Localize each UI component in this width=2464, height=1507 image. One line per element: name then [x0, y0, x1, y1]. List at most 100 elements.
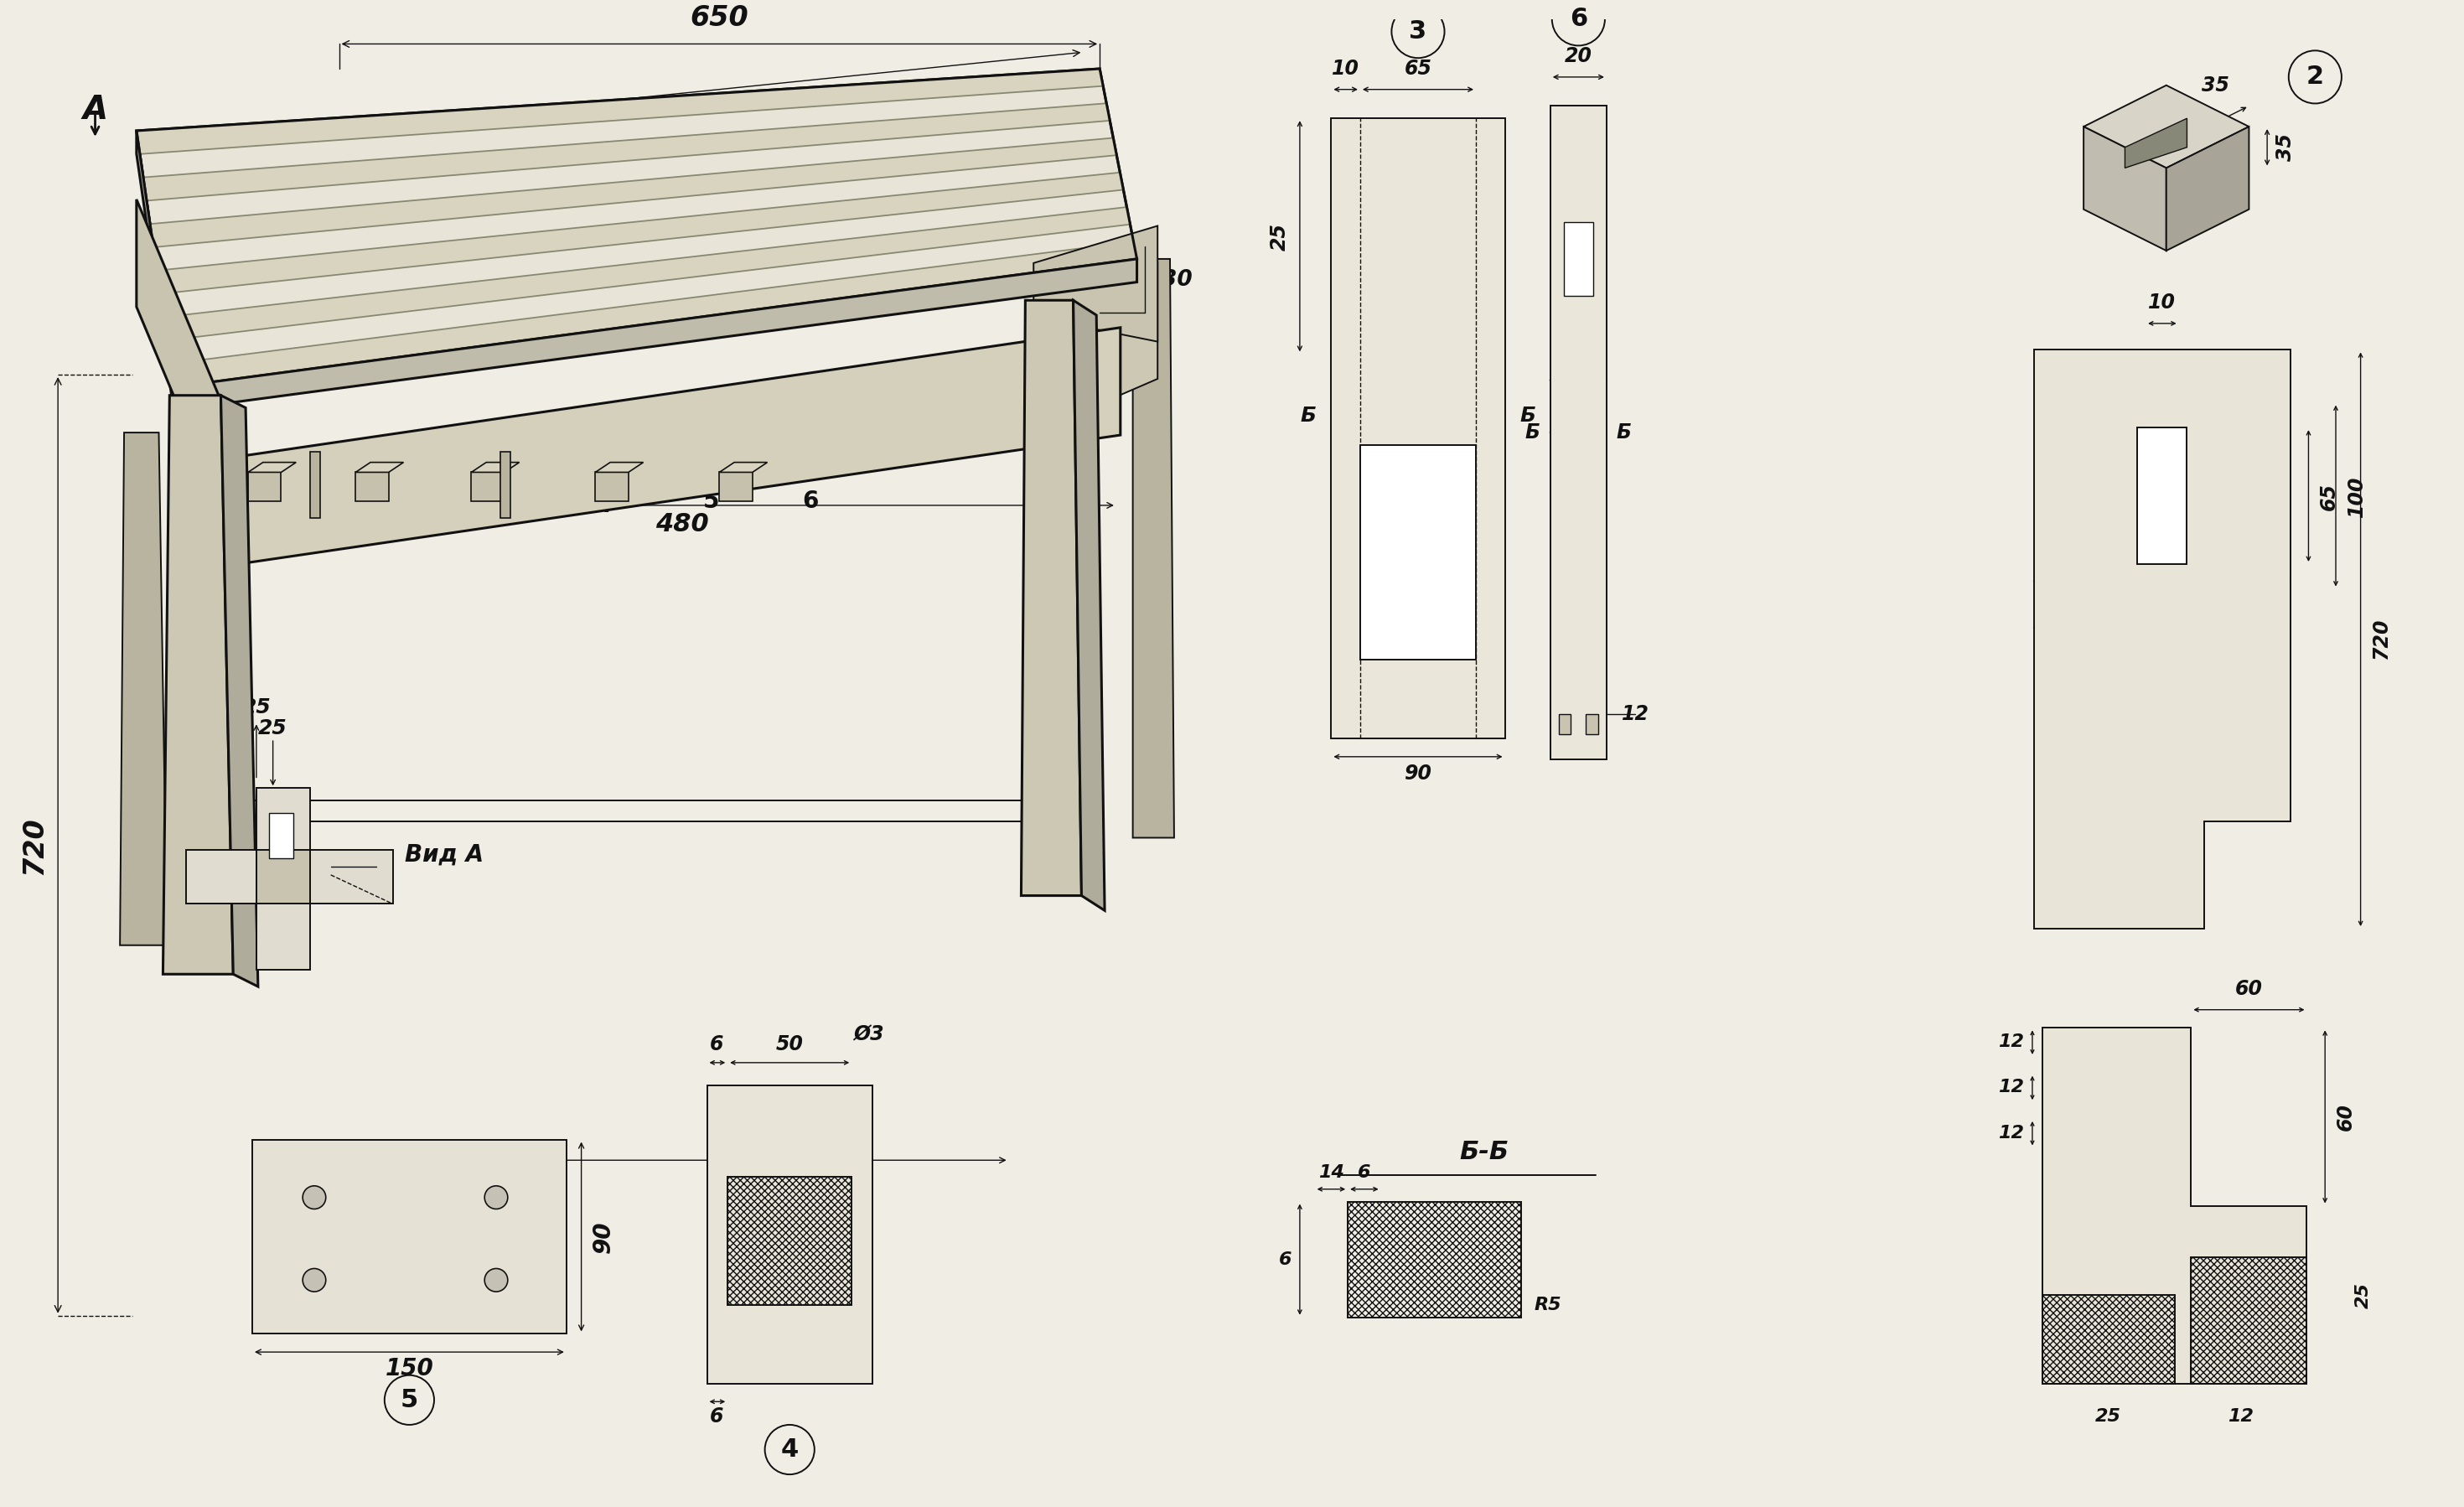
Polygon shape: [136, 69, 1104, 154]
Bar: [251, 1139, 567, 1334]
Polygon shape: [719, 463, 766, 472]
Text: 150: 150: [384, 1356, 434, 1380]
Text: 6: 6: [710, 1406, 724, 1427]
Polygon shape: [2033, 350, 2292, 928]
Polygon shape: [1020, 300, 1082, 895]
Polygon shape: [2124, 119, 2188, 167]
Bar: [1550, 105, 1607, 760]
Text: 60: 60: [2336, 1103, 2356, 1132]
Text: 20: 20: [776, 1228, 803, 1249]
Bar: [2136, 428, 2188, 564]
Bar: [2190, 1257, 2306, 1383]
Text: Вид А: Вид А: [404, 842, 483, 867]
Polygon shape: [150, 139, 1116, 247]
Text: 50: 50: [776, 1034, 803, 1055]
Text: 3: 3: [1409, 20, 1427, 44]
Bar: [2043, 1295, 2176, 1383]
Text: Б: Б: [1301, 405, 1316, 426]
Polygon shape: [2085, 127, 2166, 250]
Text: 810: 810: [466, 225, 527, 259]
Bar: [727, 1177, 853, 1305]
Text: 12: 12: [1998, 1079, 2023, 1096]
Polygon shape: [2166, 127, 2250, 250]
Circle shape: [303, 1186, 325, 1209]
Text: 90: 90: [591, 1221, 614, 1254]
Polygon shape: [163, 395, 234, 974]
Text: 35: 35: [2203, 75, 2230, 95]
Text: 12: 12: [1998, 1034, 2023, 1050]
Circle shape: [485, 1269, 508, 1291]
Text: 6: 6: [1570, 8, 1587, 32]
Text: 6: 6: [1279, 1251, 1291, 1267]
Text: Б: Б: [1616, 422, 1631, 443]
Text: 650: 650: [690, 5, 749, 32]
Text: 25: 25: [1269, 223, 1289, 250]
Text: 60: 60: [2235, 980, 2262, 999]
Text: 6: 6: [1358, 1163, 1370, 1181]
Polygon shape: [249, 472, 281, 502]
Text: 10: 10: [2149, 292, 2176, 312]
Polygon shape: [1133, 259, 1175, 838]
Text: 26: 26: [776, 1337, 803, 1356]
Text: 25: 25: [2094, 1408, 2122, 1426]
Bar: [256, 850, 310, 904]
Polygon shape: [121, 433, 168, 945]
Polygon shape: [1032, 226, 1158, 342]
Text: 14: 14: [1318, 1163, 1345, 1181]
Text: 720: 720: [20, 817, 47, 876]
Polygon shape: [244, 327, 1121, 564]
Bar: [1565, 222, 1594, 297]
Text: 480: 480: [655, 512, 710, 536]
Polygon shape: [471, 463, 520, 472]
Text: 5°: 5°: [340, 850, 362, 867]
Bar: [1331, 119, 1506, 738]
Text: 30: 30: [1161, 268, 1193, 291]
Text: 12: 12: [2227, 1408, 2255, 1426]
Polygon shape: [1074, 300, 1104, 910]
Text: 4: 4: [596, 494, 611, 517]
Polygon shape: [172, 259, 1136, 410]
Polygon shape: [158, 172, 1124, 294]
Text: Б: Б: [1520, 405, 1535, 426]
Text: Ø3: Ø3: [853, 1025, 885, 1044]
Bar: [707, 1085, 872, 1383]
Circle shape: [485, 1186, 508, 1209]
Polygon shape: [249, 463, 296, 472]
Text: 12: 12: [1998, 1124, 2023, 1141]
Circle shape: [303, 1269, 325, 1291]
Polygon shape: [170, 241, 1136, 387]
Text: 20: 20: [1565, 47, 1592, 66]
Bar: [269, 812, 293, 859]
Text: 10: 10: [1331, 59, 1360, 78]
Polygon shape: [163, 206, 1131, 341]
Text: 6: 6: [803, 490, 818, 512]
Text: 35: 35: [2274, 134, 2296, 161]
Text: 5: 5: [702, 490, 719, 512]
Text: 2: 2: [140, 570, 158, 594]
Polygon shape: [500, 452, 510, 518]
Bar: [1348, 1201, 1520, 1317]
Text: 25: 25: [259, 719, 288, 738]
Text: 25: 25: [2356, 1282, 2370, 1308]
Text: 12: 12: [1621, 704, 1648, 723]
Text: 4: 4: [781, 1438, 798, 1462]
Text: 25: 25: [241, 698, 271, 717]
Polygon shape: [143, 104, 1109, 200]
Polygon shape: [136, 199, 244, 564]
Text: 3: 3: [421, 469, 439, 493]
Text: 2: 2: [2306, 65, 2324, 89]
Bar: [1560, 714, 1572, 734]
Polygon shape: [596, 463, 643, 472]
Text: Б: Б: [1525, 422, 1540, 443]
Polygon shape: [136, 131, 172, 410]
Polygon shape: [222, 395, 259, 987]
Text: 100: 100: [2346, 476, 2365, 517]
Polygon shape: [2043, 1028, 2306, 1383]
Polygon shape: [471, 472, 505, 502]
Polygon shape: [2085, 86, 2250, 167]
Text: 90: 90: [1404, 764, 1432, 784]
Polygon shape: [355, 463, 404, 472]
Text: 1: 1: [172, 380, 190, 404]
Polygon shape: [1032, 264, 1158, 433]
Bar: [187, 850, 392, 904]
